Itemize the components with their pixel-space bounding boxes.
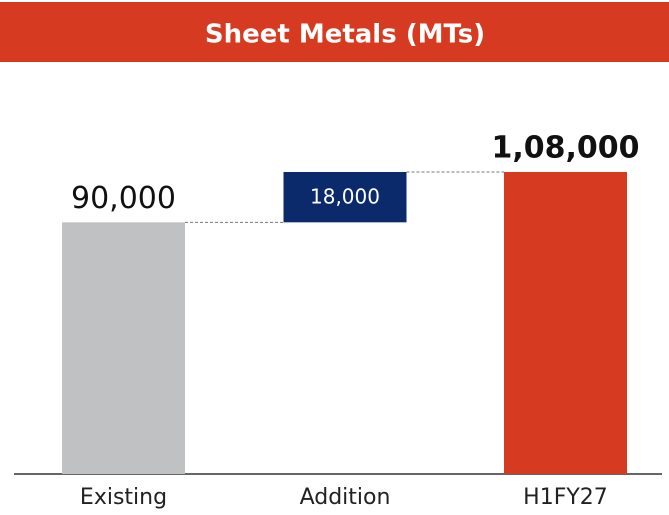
chart-title: Sheet Metals (MTs)	[205, 20, 485, 50]
x-tick-label: Addition	[300, 485, 391, 510]
bar	[62, 222, 185, 474]
bar	[504, 172, 627, 474]
title-bar	[0, 2, 669, 62]
value-label: 1,08,000	[491, 131, 639, 166]
x-tick-label: Existing	[80, 485, 167, 510]
bar	[283, 172, 407, 223]
value-label: 90,000	[71, 181, 176, 216]
x-tick-label: H1FY27	[523, 485, 608, 510]
value-label: 18,000	[310, 185, 380, 209]
